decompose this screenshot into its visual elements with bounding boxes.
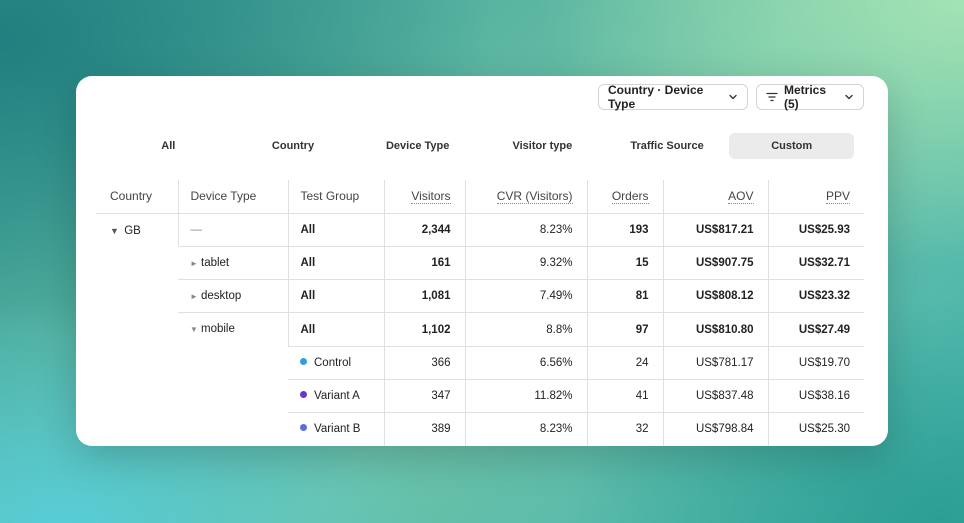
header-cvr[interactable]: CVR (Visitors) — [464, 180, 587, 214]
aov-cell: US$798.84 — [662, 412, 768, 446]
tab-visitor-type[interactable]: Visitor type — [512, 140, 573, 152]
visitors-cell: 389 — [383, 412, 465, 446]
orders-cell: 193 — [586, 213, 663, 247]
variant-a-dot-icon — [300, 391, 307, 399]
tab-traffic-source[interactable]: Traffic Source — [630, 140, 704, 152]
ppv-cell: US$38.16 — [767, 379, 864, 414]
header-country: Country — [96, 180, 178, 214]
ppv-cell: US$32.71 — [767, 246, 864, 281]
orders-cell: 81 — [586, 279, 663, 314]
device-cell[interactable]: ► desktop — [178, 279, 288, 314]
chevron-down-icon — [729, 94, 737, 100]
cvr-cell: 6.56% — [464, 346, 587, 380]
variant-b-dot-icon — [300, 424, 307, 432]
cvr-cell: 8.8% — [464, 312, 587, 347]
group-cell: All — [287, 279, 384, 314]
visitors-cell: 161 — [383, 246, 465, 281]
ppv-cell: US$23.32 — [767, 279, 864, 314]
cvr-cell: 11.82% — [464, 379, 587, 414]
cvr-cell: 7.49% — [464, 279, 587, 314]
ppv-cell: US$25.30 — [767, 412, 864, 446]
device-cell: — — [177, 213, 288, 247]
header-device-type: Device Type — [177, 180, 288, 214]
header-test-group: Test Group — [287, 180, 384, 214]
header-ppv[interactable]: PPV — [767, 180, 864, 214]
results-table: Country Device Type Test Group Visitors … — [96, 180, 864, 446]
table-row: ► desktop All 1,081 7.49% 81 US$808.12 US… — [96, 279, 864, 314]
device-cell[interactable]: ► tablet — [178, 246, 288, 281]
table-row: ▼ GB — All 2,344 8.23% 193 US$817.21 US$… — [96, 213, 864, 247]
orders-cell: 15 — [586, 246, 663, 281]
orders-cell: 97 — [586, 312, 663, 347]
group-cell: All — [287, 213, 384, 247]
tab-device-type[interactable]: Device Type — [385, 140, 450, 152]
caret-down-icon: ▼ — [110, 225, 119, 236]
caret-down-icon: ▼ — [190, 325, 198, 335]
report-card: Country · Device Type Metrics (5) All Co… — [76, 76, 888, 446]
cvr-cell: 8.23% — [464, 213, 587, 247]
aov-cell: US$781.17 — [662, 346, 768, 380]
tab-all[interactable]: All — [161, 140, 176, 152]
orders-cell: 41 — [586, 379, 663, 414]
cvr-cell: 9.32% — [464, 246, 587, 281]
group-cell: Variant A — [288, 379, 384, 414]
aov-cell: US$907.75 — [662, 246, 768, 281]
ppv-cell: US$19.70 — [767, 346, 864, 380]
ppv-cell: US$27.49 — [767, 312, 864, 347]
visitors-cell: 366 — [383, 346, 465, 380]
header-aov[interactable]: AOV — [662, 180, 768, 214]
orders-cell: 24 — [586, 346, 663, 380]
group-cell: Control — [288, 346, 384, 380]
table-row: Variant B 389 8.23% 32 US$798.84 US$25.3… — [96, 412, 864, 446]
group-cell: All — [287, 312, 384, 347]
aov-cell: US$837.48 — [662, 379, 768, 414]
visitors-cell: 1,102 — [383, 312, 465, 347]
control-dot-icon — [300, 357, 307, 365]
filter-lines-icon — [766, 92, 778, 102]
header-visitors[interactable]: Visitors — [383, 180, 465, 214]
metrics-dropdown[interactable]: Metrics (5) — [756, 83, 864, 111]
metrics-label: Metrics (5) — [784, 83, 827, 111]
group-cell: All — [287, 246, 384, 281]
visitors-cell: 2,344 — [383, 213, 465, 247]
aov-cell: US$808.12 — [662, 279, 768, 314]
aov-cell: US$817.21 — [662, 213, 768, 247]
orders-cell: 32 — [586, 412, 663, 446]
visitors-cell: 1,081 — [383, 279, 465, 314]
device-cell[interactable]: ▼ mobile — [190, 323, 235, 336]
caret-right-icon: ► — [190, 292, 198, 302]
ppv-cell: US$25.93 — [767, 213, 864, 247]
table-row: ► tablet All 161 9.32% 15 US$907.75 US$32… — [96, 246, 864, 281]
tab-country[interactable]: Country — [271, 140, 315, 152]
grouping-dropdown[interactable]: Country · Device Type — [598, 83, 748, 111]
aov-cell: US$810.80 — [662, 312, 768, 347]
visitors-cell: 347 — [383, 379, 465, 414]
tab-custom[interactable]: Custom — [729, 133, 855, 159]
header-orders[interactable]: Orders — [586, 180, 663, 214]
table-row: Variant A 347 11.82% 41 US$837.48 US$38.… — [96, 379, 864, 414]
group-cell: Variant B — [288, 412, 384, 446]
breakdown-tabs: All Country Device Type Visitor type Tra… — [106, 133, 855, 159]
chevron-down-icon — [845, 94, 853, 100]
caret-right-icon: ► — [190, 258, 198, 268]
country-cell[interactable]: ▼ GB — [96, 213, 178, 446]
cvr-cell: 8.23% — [464, 412, 587, 446]
country-label: GB — [124, 224, 141, 237]
table-row: Control 366 6.56% 24 US$781.17 US$19.70 — [96, 346, 864, 380]
table-row: ▼ mobile All 1,102 8.8% 97 US$810.80 US$2… — [96, 312, 864, 347]
grouping-label: Country · Device Type — [608, 83, 704, 111]
header-row: Country Device Type Test Group Visitors … — [96, 180, 864, 214]
